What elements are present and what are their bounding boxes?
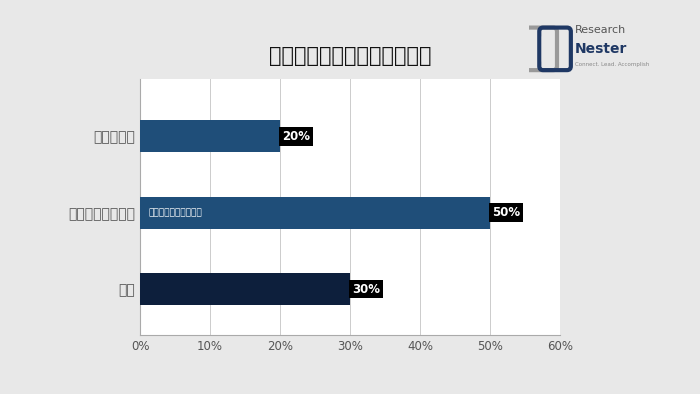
- Text: 工業用床コーティング: 工業用床コーティング: [148, 208, 202, 217]
- Text: Nester: Nester: [575, 42, 627, 56]
- Bar: [140, 120, 280, 152]
- Text: Connect. Lead. Accomplish: Connect. Lead. Accomplish: [575, 62, 649, 67]
- Text: Research: Research: [575, 25, 626, 35]
- Bar: [140, 197, 490, 229]
- Bar: [542, 36, 550, 61]
- Text: 50%: 50%: [492, 206, 520, 219]
- Text: 30%: 30%: [352, 282, 380, 296]
- Text: 20%: 20%: [282, 130, 310, 143]
- Title: 炭酸ジメチル市場ー地域貢献: 炭酸ジメチル市場ー地域貢献: [269, 46, 431, 66]
- Bar: [140, 273, 350, 305]
